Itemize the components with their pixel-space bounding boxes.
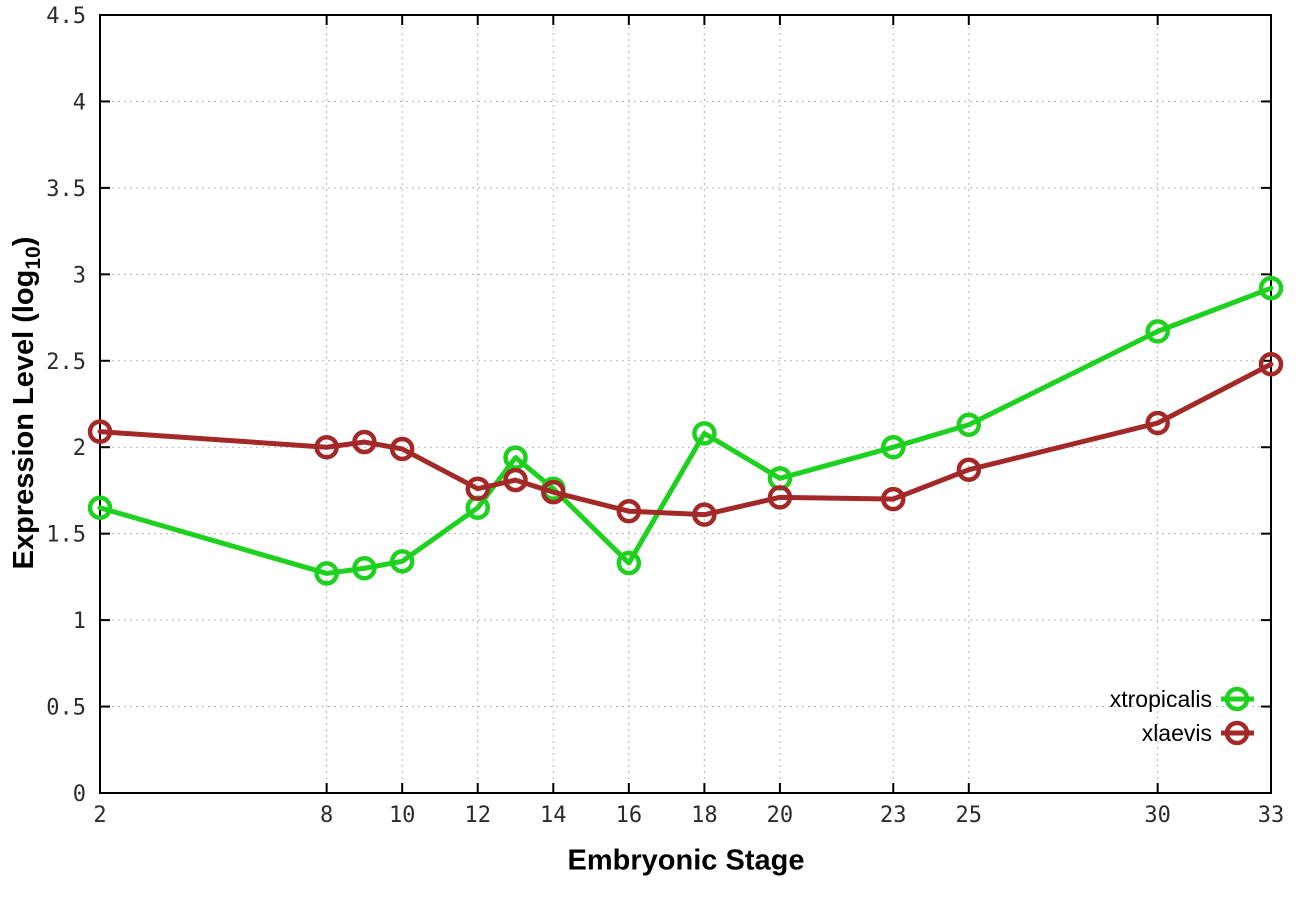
y-tick-label-2.5: 2.5 [46, 350, 86, 375]
y-tick-label-3: 3 [73, 263, 86, 288]
marker-xlaevis-stage-8 [314, 434, 339, 460]
legend-label-xtropicalis: xtropicalis [1110, 686, 1212, 712]
marker-xlaevis-stage-12 [465, 476, 490, 501]
x-tick-labels: 2 8 10 12 14 16 18 20 23 25 30 33 [93, 803, 1284, 828]
marker-xlaevis-stage-14 [541, 479, 566, 505]
x-tick-label-30: 30 [1144, 803, 1171, 828]
legend-label-xlaevis: xlaevis [1142, 720, 1212, 746]
marker-xlaevis-stage-2 [87, 419, 113, 444]
marker-xtropicalis-stage-30 [1145, 319, 1170, 344]
marker-xlaevis-stage-10 [389, 436, 415, 462]
marker-xlaevis-stage-18 [692, 502, 717, 527]
y-axis-title-text: Expression Level (log [8, 269, 41, 570]
marker-xlaevis-stage-33 [1258, 351, 1284, 377]
marker-xlaevis-stage-16 [616, 498, 642, 524]
series-xtropicalis [87, 275, 1284, 586]
marker-xtropicalis-stage-2 [87, 495, 113, 520]
legend-marker-xtropicalis [1224, 686, 1250, 712]
plot-border [99, 14, 1272, 794]
x-tick-label-12: 12 [464, 803, 491, 828]
legend-item-xlaevis: xlaevis [1142, 720, 1254, 746]
marker-xtropicalis-stage-8 [314, 561, 339, 586]
x-tick-label-8: 8 [320, 803, 333, 828]
legend-item-xtropicalis: xtropicalis [1110, 686, 1254, 712]
y-tick-label-4.5: 4.5 [46, 4, 86, 29]
y-axis-title: Expression Level (log10) [8, 237, 46, 570]
series-xlaevis [87, 351, 1284, 527]
x-tick-label-25: 25 [956, 803, 983, 828]
marker-xtropicalis-stage-10 [389, 549, 415, 574]
marker-xtropicalis-stage-18 [692, 421, 717, 446]
y-axis-title-subscript: 10 [21, 246, 45, 270]
x-tick-label-16: 16 [616, 803, 643, 828]
marker-xlaevis-stage-9 [352, 429, 377, 455]
x-tick-label-2: 2 [93, 803, 106, 828]
y-tick-labels: 0 0.5 1 1.5 2 2.5 3 3.5 4 4.5 [46, 4, 86, 807]
y-tick-label-1: 1 [73, 609, 86, 634]
x-tick-label-33: 33 [1258, 803, 1285, 828]
marker-xlaevis-stage-30 [1145, 410, 1170, 436]
marker-xtropicalis-stage-33 [1258, 275, 1284, 301]
y-tick-label-1.5: 1.5 [46, 523, 86, 548]
marker-xlaevis-stage-23 [881, 486, 906, 512]
marker-xtropicalis-stage-16 [616, 550, 642, 576]
x-tick-label-18: 18 [691, 803, 718, 828]
legend-marker-xlaevis [1224, 720, 1250, 746]
x-axis-title: Embryonic Stage [567, 844, 805, 877]
y-tick-label-4: 4 [73, 90, 86, 115]
gridlines [100, 15, 1271, 793]
marker-xtropicalis-stage-9 [352, 555, 377, 581]
series-line-xtropicalis [97, 285, 1274, 576]
y-axis-title-suffix: ) [8, 236, 41, 247]
series-line-xlaevis [97, 361, 1274, 518]
y-tick-label-0: 0 [73, 782, 86, 807]
y-tick-label-2: 2 [73, 436, 86, 461]
marker-xtropicalis-stage-25 [956, 412, 982, 437]
legend: xtropicalis xlaevis [1110, 686, 1254, 746]
x-tick-label-14: 14 [540, 803, 567, 828]
marker-xlaevis-stage-25 [956, 457, 982, 482]
marker-xlaevis-stage-13 [503, 467, 528, 493]
y-tick-label-0.5: 0.5 [46, 696, 86, 721]
y-tick-label-3.5: 3.5 [46, 177, 86, 202]
marker-xtropicalis-stage-23 [881, 434, 906, 460]
tick-marks [99, 14, 1272, 794]
marker-xlaevis-stage-20 [767, 485, 793, 510]
marker-xtropicalis-stage-13 [503, 445, 528, 470]
x-tick-label-23: 23 [880, 803, 907, 828]
x-tick-label-20: 20 [767, 803, 794, 828]
x-tick-label-10: 10 [389, 803, 416, 828]
